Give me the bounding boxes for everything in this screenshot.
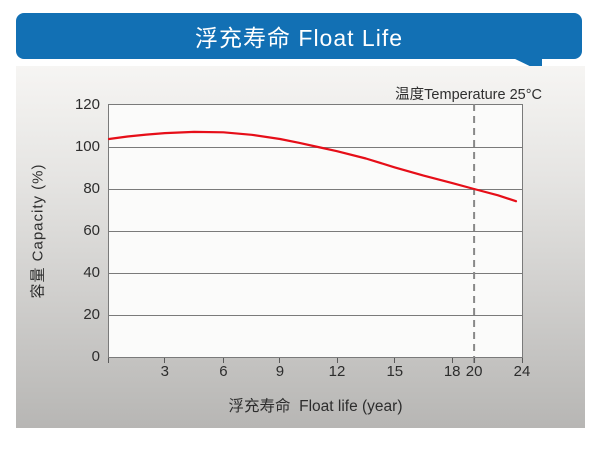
x-tick-label-20: 20 xyxy=(465,363,483,380)
y-tick-label-60: 60 xyxy=(83,222,100,239)
y-tick-label-100: 100 xyxy=(74,138,100,155)
title-banner: 浮充寿命 Float Life xyxy=(16,13,582,59)
x-tick-mark xyxy=(279,358,281,363)
y-tick-label-120: 120 xyxy=(74,96,100,113)
page-title: 浮充寿命 Float Life xyxy=(195,25,403,51)
x-tick-mark xyxy=(522,358,523,363)
temperature-annotation: 温度Temperature 25°C xyxy=(395,87,542,103)
gridline-60 xyxy=(109,231,522,232)
x-tick-mark xyxy=(452,358,454,363)
x-tick-mark xyxy=(163,358,165,363)
gridline-20 xyxy=(109,315,522,316)
y-tick-label-20: 20 xyxy=(83,306,100,323)
x-tick-label-12: 12 xyxy=(328,363,346,380)
y-tick-label-40: 40 xyxy=(83,264,100,281)
y-axis-title: 容量 Capacity (%) xyxy=(29,163,47,299)
gridline-40 xyxy=(109,273,522,274)
capacity-curve xyxy=(107,130,518,203)
x-tick-label-15: 15 xyxy=(386,363,404,380)
x-tick-label-9: 9 xyxy=(275,363,285,380)
x-tick-mark xyxy=(108,358,109,363)
x-tick-label-6: 6 xyxy=(219,363,228,380)
x-tick-label-18: 18 xyxy=(443,363,461,380)
x-tick-mark xyxy=(394,358,396,363)
chart-canvas xyxy=(107,104,518,363)
y-tick-label-0: 0 xyxy=(91,348,100,365)
x-tick-label-3: 3 xyxy=(160,363,169,380)
x-tick-mark xyxy=(473,358,475,363)
gridline-80 xyxy=(109,189,522,190)
x-tick-mark xyxy=(222,358,224,363)
x-tick-label-24: 24 xyxy=(513,363,531,380)
x-axis-title: 浮充寿命 Float life (year) xyxy=(228,398,403,415)
x-tick-mark xyxy=(336,358,338,363)
y-tick-label-80: 80 xyxy=(83,180,100,197)
plot-area xyxy=(107,104,523,363)
